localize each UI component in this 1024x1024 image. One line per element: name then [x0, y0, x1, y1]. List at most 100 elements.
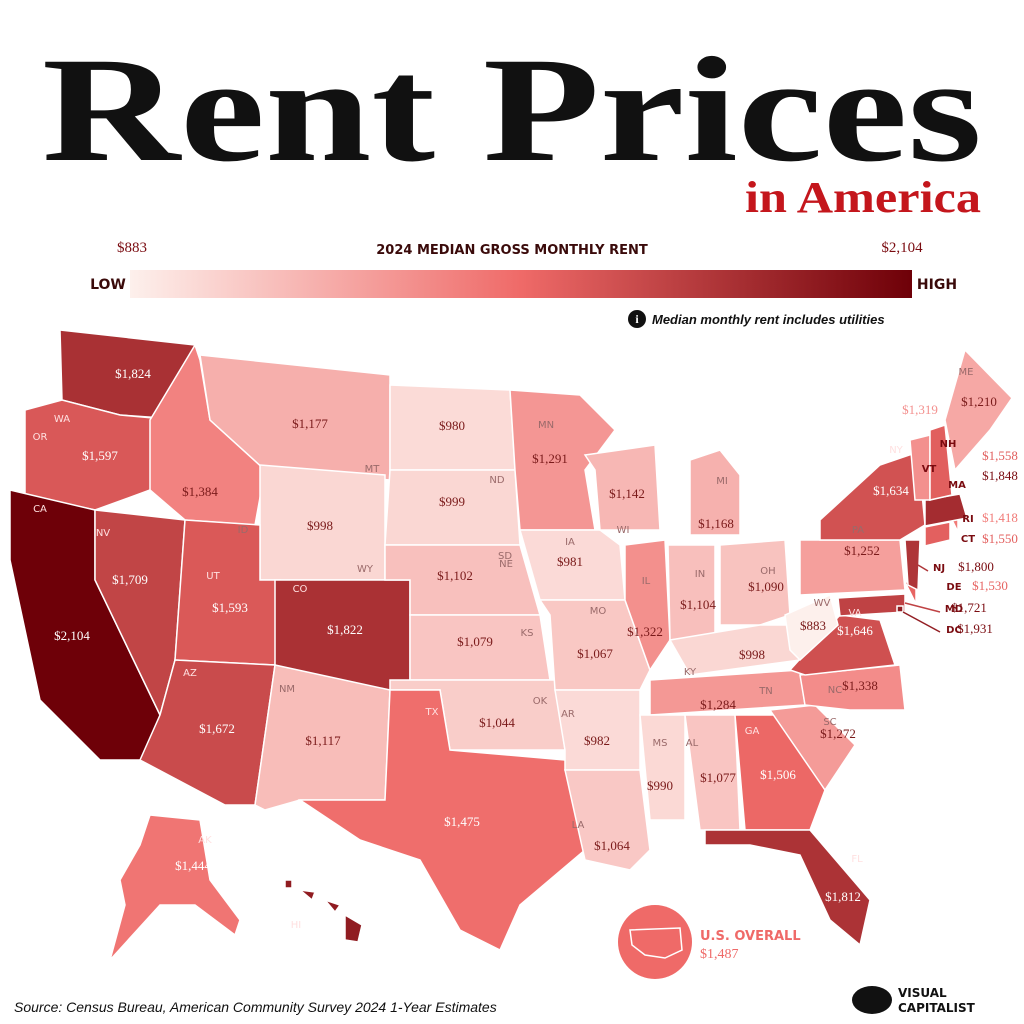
brand-line-2: CAPITALIST [898, 1001, 976, 1015]
state-shape [583, 444, 661, 531]
state-abbr: OH [760, 566, 775, 577]
state-abbr: PA [852, 525, 864, 536]
state-abbr: ID [238, 525, 249, 536]
state-abbr: GA [745, 726, 760, 737]
state-abbr: AL [686, 738, 699, 749]
leader-line [902, 611, 941, 633]
state-shape [667, 544, 716, 641]
state-value: $1,634 [873, 483, 909, 498]
state-value: $1,942 [297, 936, 333, 951]
state-shape [784, 593, 839, 662]
state-value: $1,812 [825, 889, 861, 904]
state-value: $1,384 [182, 484, 218, 499]
state-abbr: OK [533, 696, 548, 707]
state-value: $1,102 [437, 568, 473, 583]
state-abbr: NC [828, 685, 842, 696]
state-shape [924, 521, 951, 547]
state-abbr: NM [279, 684, 295, 695]
state-value: $1,506 [760, 767, 796, 782]
state-abbr: MI [716, 476, 728, 487]
state-value: $1,077 [700, 770, 736, 785]
state-value: $1,721 [951, 600, 987, 615]
state-value: $1,709 [112, 572, 148, 587]
state-value: $998 [307, 518, 333, 533]
state-value: $1,142 [609, 486, 645, 501]
state-value: $1,822 [327, 622, 363, 637]
state-value: $1,272 [820, 726, 856, 741]
state-abbr: KS [521, 628, 534, 639]
state-abbr: MA [948, 480, 966, 491]
state-value: $1,597 [82, 448, 118, 463]
state-shape [297, 689, 586, 952]
state-abbr: TN [758, 686, 773, 697]
overall-label: U.S. OVERALL [700, 929, 801, 944]
state-shape [109, 814, 241, 961]
state-shape [837, 593, 906, 617]
state-value: $1,593 [212, 600, 248, 615]
state-abbr: FL [851, 854, 863, 865]
overall-value: $1,487 [700, 947, 739, 962]
state-value: $990 [647, 778, 673, 793]
state-abbr: DC [946, 625, 962, 636]
state-abbr: CT [961, 534, 975, 545]
state-value: $1,117 [305, 733, 341, 748]
state-value: $883 [800, 618, 826, 633]
legend-title: 2024 MEDIAN GROSS MONTHLY RENT [376, 243, 648, 258]
state-value: $1,044 [479, 715, 515, 730]
state-abbr: UT [206, 571, 220, 582]
state-value: $1,475 [444, 814, 480, 829]
state-abbr: IN [695, 569, 705, 580]
state-value: $1,338 [842, 678, 878, 693]
state-shape [564, 769, 651, 871]
state-value: $1,168 [698, 516, 734, 531]
brand-line-1: VISUAL [898, 986, 947, 1000]
state-value: $1,067 [577, 646, 613, 661]
state-shape [284, 879, 363, 943]
state-shape [768, 704, 856, 792]
state-value: $1,444 [175, 858, 211, 873]
states [9, 329, 1013, 961]
state-abbr: ME [959, 367, 974, 378]
state-abbr: NV [96, 528, 110, 539]
state-value: $982 [584, 733, 610, 748]
state-shape [929, 423, 953, 501]
overall-us-outline [629, 927, 683, 959]
state-value: $981 [557, 554, 583, 569]
state-abbr: MS [653, 738, 668, 749]
state-abbr: TX [425, 707, 439, 718]
state-abbr: RI [962, 514, 973, 525]
leader-line [917, 564, 929, 572]
state-shape [624, 539, 671, 672]
state-abbr: MO [590, 606, 607, 617]
state-abbr: VA [848, 608, 861, 619]
state-value: $1,177 [292, 416, 328, 431]
state-abbr: SD [498, 551, 512, 562]
state-abbr: KY [684, 667, 697, 678]
state-abbr: VT [922, 464, 937, 475]
legend-min-label: $883 [117, 240, 147, 256]
state-shape [554, 689, 641, 771]
state-value: $1,104 [680, 597, 716, 612]
info-icon [628, 310, 646, 328]
state-abbr: SC [823, 717, 836, 728]
state-value: $1,252 [844, 543, 880, 558]
state-value: $1,672 [199, 721, 235, 736]
state-shape [704, 829, 871, 947]
state-abbr: WA [54, 414, 70, 425]
state-shape [509, 389, 616, 531]
state-abbr: AR [561, 709, 575, 720]
state-value: $980 [439, 418, 465, 433]
info-i: i [635, 312, 639, 326]
state-abbr: NE [499, 559, 513, 570]
state-abbr: WI [617, 525, 630, 536]
legend-gradient [130, 270, 912, 298]
state-value: $1,550 [982, 531, 1018, 546]
state-abbr: NY [889, 445, 903, 456]
state-abbr: DE [946, 582, 961, 593]
state-value: $1,291 [532, 451, 568, 466]
state-labels: WA $1,824 OR $1,597 CA $2,104 NV $1,709 ID $1,384… [33, 366, 1018, 951]
state-value: $1,558 [982, 448, 1018, 463]
title: Rent Prices [42, 27, 982, 193]
state-abbr: ND [489, 475, 504, 486]
state-value: $1,079 [457, 634, 493, 649]
